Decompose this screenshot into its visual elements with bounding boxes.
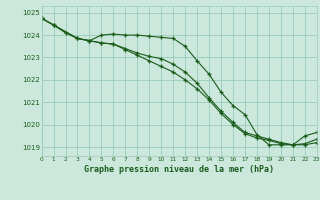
X-axis label: Graphe pression niveau de la mer (hPa): Graphe pression niveau de la mer (hPa) (84, 165, 274, 174)
